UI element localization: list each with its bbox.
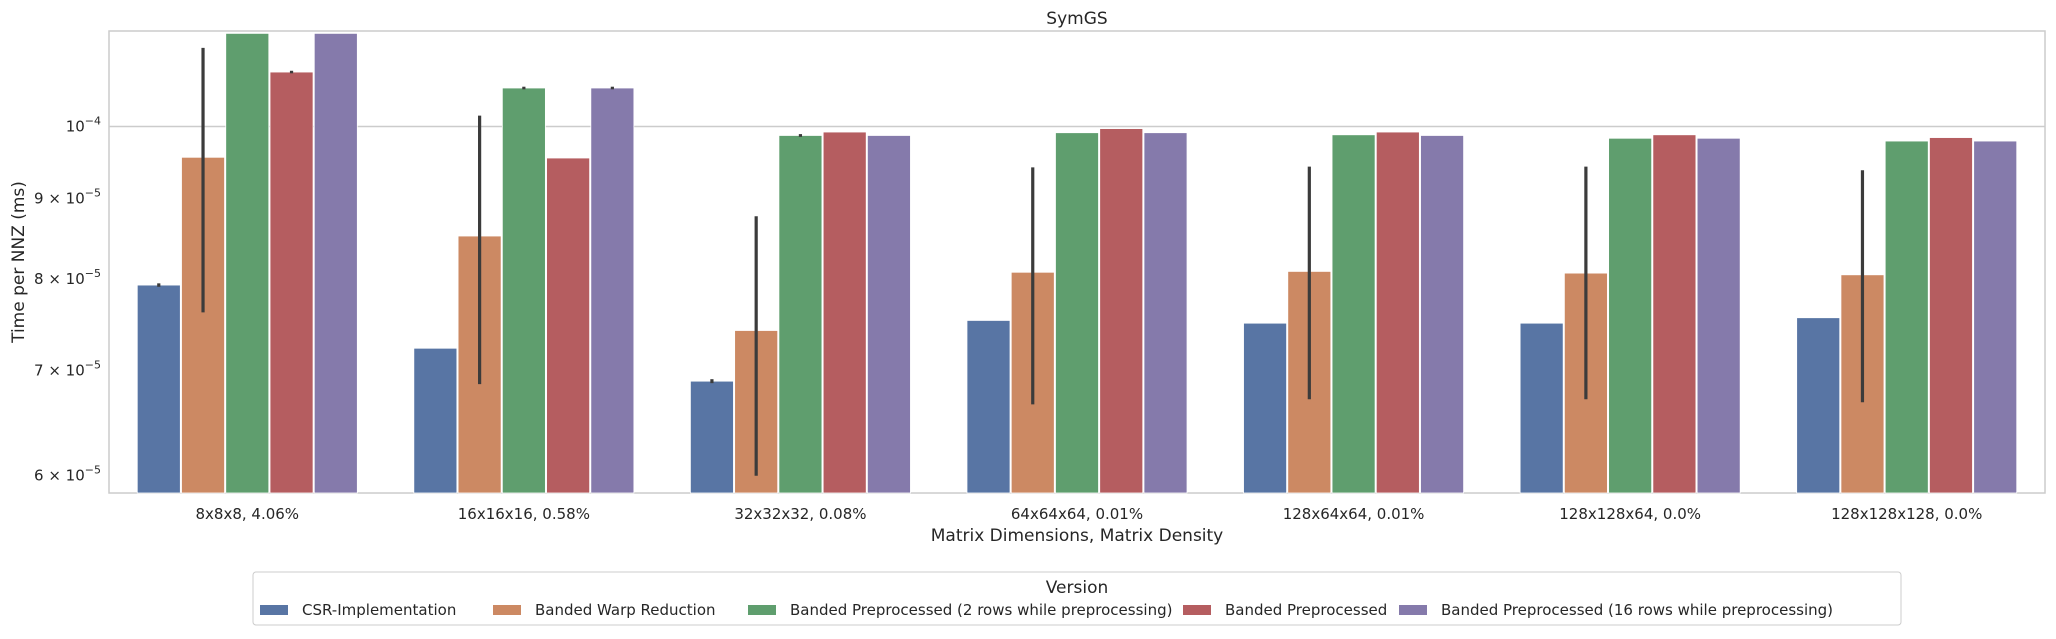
x-axis-title: Matrix Dimensions, Matrix Density [931,526,1224,546]
legend-label: Banded Preprocessed (16 rows while prepr… [1441,601,1833,619]
x-tick-label: 128x128x64, 0.0% [1559,505,1701,523]
bar [1696,137,1741,494]
x-tick-label: 128x128x128, 0.0% [1831,505,1982,523]
bar [546,157,591,494]
bar [136,284,181,494]
bar [1929,137,1973,494]
legend-swatch [1399,605,1427,615]
bar [690,380,734,494]
bar [1519,322,1564,494]
legend-swatch [1183,605,1211,615]
legend-label: Banded Preprocessed [1225,601,1387,619]
bar [1884,140,1929,494]
bar [1973,140,2018,494]
legend: Version CSR-Implementation Banded Warp Re… [252,571,1902,626]
legend-label: Banded Warp Reduction [535,601,716,619]
bar [1652,134,1697,494]
error-bars [157,47,1865,476]
bar [590,87,635,494]
bar [1143,132,1188,494]
bar [313,32,358,494]
bar [269,71,314,494]
x-tick-label: 64x64x64, 0.01% [1011,505,1143,523]
legend-label: CSR-Implementation [302,601,456,619]
bar [778,135,823,494]
y-axis-ticks: 6 × 10−5 7 × 10−5 8 × 10−5 9 × 10−5 10−4 [34,115,101,485]
bar [1420,135,1465,494]
y-tick-label: 7 × 10−5 [34,358,101,379]
bar [1099,128,1144,494]
x-tick-label: 128x64x64, 0.01% [1283,505,1425,523]
bar [867,135,911,494]
bar [1055,132,1099,494]
chart-title: SymGS [1046,9,1107,29]
legend-item: Banded Preprocessed (2 rows while prepro… [748,601,1172,619]
bar [225,32,270,494]
legend-frame [252,571,1902,626]
y-tick-label: 10−4 [66,115,101,136]
legend-item: Banded Preprocessed [1183,601,1387,619]
bar [822,131,867,494]
legend-title: Version [1046,578,1109,598]
bar [1796,317,1841,494]
y-tick-label: 9 × 10−5 [34,187,101,208]
bar [501,87,546,494]
bar [1243,322,1287,494]
bar [966,320,1011,494]
x-axis-ticks: 8x8x8, 4.06% 16x16x16, 0.58% 32x32x32, 0.0… [195,505,1982,523]
legend-items: CSR-Implementation Banded Warp Reduction B… [260,601,1833,619]
y-tick-label: 8 × 10−5 [34,267,101,288]
legend-item: Banded Warp Reduction [493,601,716,619]
legend-item: CSR-Implementation [260,601,456,619]
x-tick-label: 16x16x16, 0.58% [458,505,590,523]
y-tick-label: 6 × 10−5 [34,464,101,485]
bar [1375,131,1420,494]
x-tick-label: 8x8x8, 4.06% [195,505,299,523]
bar [1608,137,1653,494]
legend-swatch [493,605,521,615]
legend-swatch [748,605,776,615]
legend-swatch [260,605,288,615]
x-tick-label: 32x32x32, 0.08% [734,505,866,523]
legend-label: Banded Preprocessed (2 rows while prepro… [790,601,1172,619]
y-axis-title: Time per NNZ (ms) [9,181,29,344]
bar [413,347,458,494]
bar [1331,134,1376,494]
legend-item: Banded Preprocessed (16 rows while prepr… [1399,601,1833,619]
